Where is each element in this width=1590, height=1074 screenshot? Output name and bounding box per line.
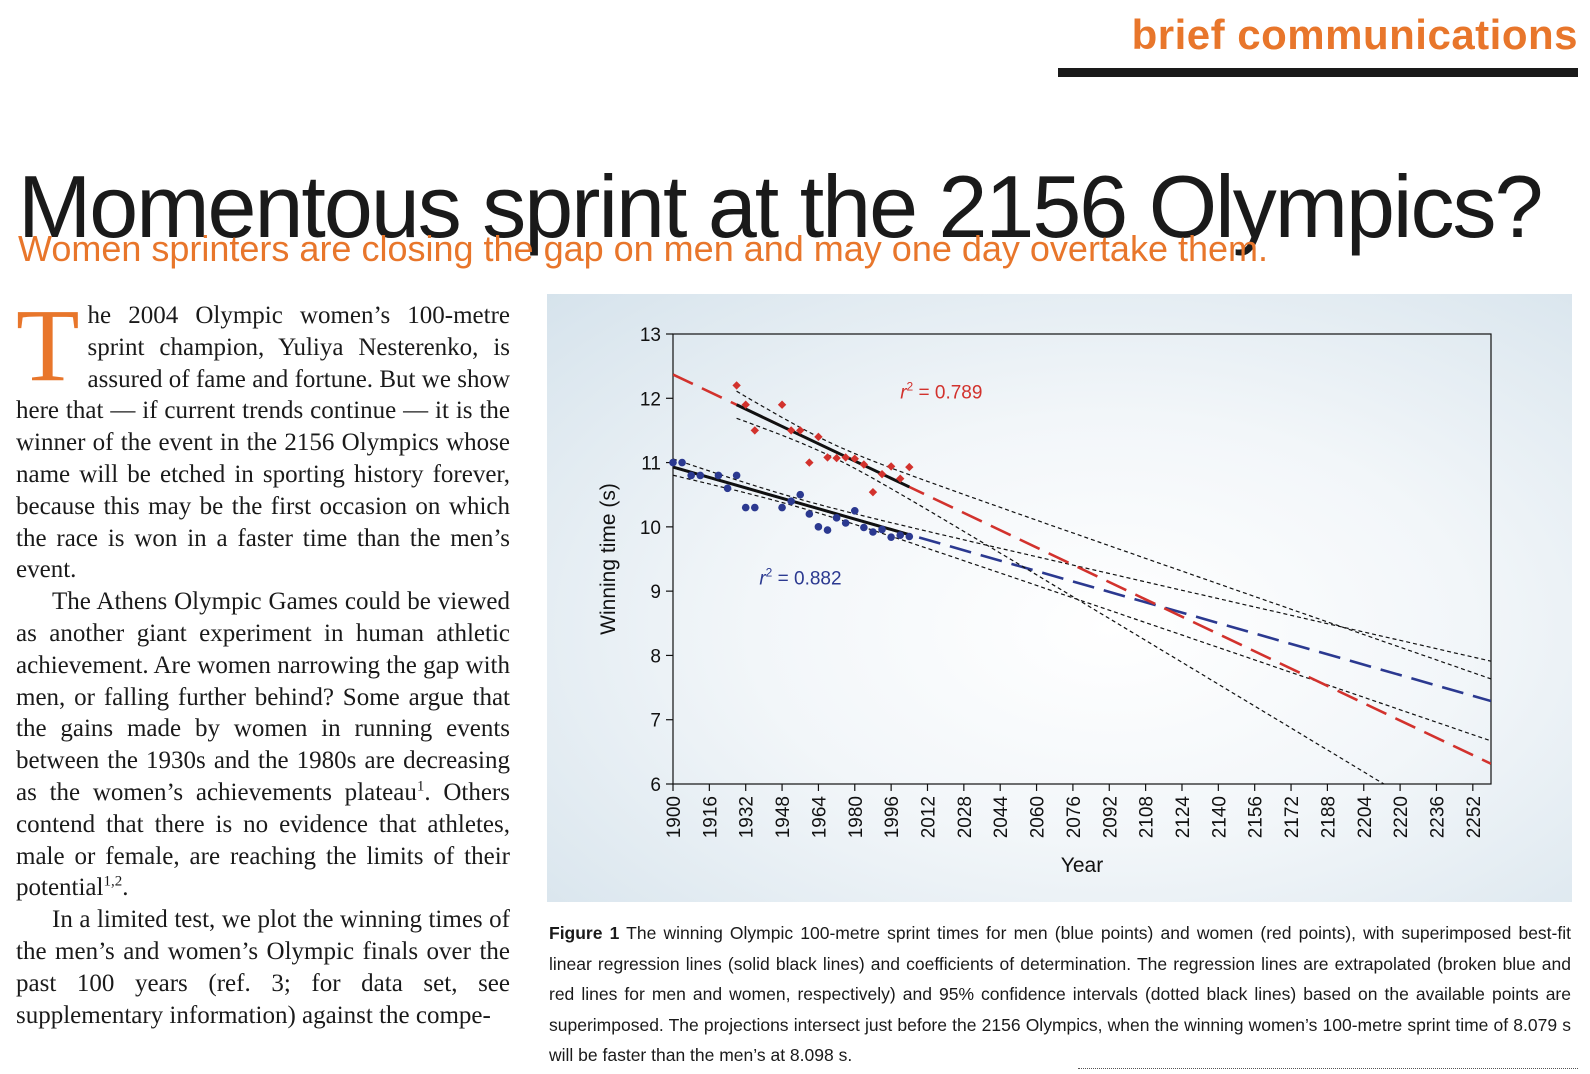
y-tick-label: 10 <box>640 518 661 539</box>
men-data-point <box>696 471 705 480</box>
x-tick-label: 1964 <box>809 796 830 839</box>
men-data-point <box>860 523 868 532</box>
y-tick-label: 9 <box>650 582 661 603</box>
x-tick-label: 2188 <box>1318 796 1339 838</box>
women-data-point <box>886 462 896 471</box>
section-rule <box>1058 68 1578 77</box>
plot-frame <box>672 333 1492 785</box>
article-subtitle: Women sprinters are closing the gap on m… <box>18 228 1269 269</box>
reference-marker: 1,2 <box>103 874 123 891</box>
men-data-point <box>714 471 723 480</box>
men-data-point <box>841 519 850 527</box>
men-data-point <box>896 531 905 540</box>
women-confidence-line <box>736 390 1491 680</box>
x-tick-label: 1916 <box>700 796 721 838</box>
y-axis-label: Winning time (s) <box>597 483 620 635</box>
paragraph-2-text: The Athens Olympic Games could be viewed… <box>16 588 510 806</box>
caption-text: The winning Olympic 100-metre sprint tim… <box>549 923 1571 1065</box>
paragraph-2-text-b: . Others contend that there is no eviden… <box>16 778 510 902</box>
y-tick-label: 12 <box>640 389 661 410</box>
women-data-point <box>814 432 823 442</box>
drop-cap: T <box>16 300 80 403</box>
men-data-point <box>814 523 823 531</box>
x-tick-label: 1996 <box>882 796 903 838</box>
men-data-point <box>869 528 877 536</box>
men-r2-label: r2 = 0.882 <box>759 566 841 590</box>
x-tick-label: 2076 <box>1064 796 1085 838</box>
y-tick-label: 8 <box>650 646 661 667</box>
women-data-point <box>877 469 887 479</box>
men-data-point <box>723 484 732 493</box>
x-tick-label: 2156 <box>1246 796 1267 838</box>
y-tick-label: 11 <box>641 454 661 475</box>
sprint-chart: 6 7 8 9 10 11 12 13 1900 1916 1932 1948 1964 1980 1996… <box>597 325 1492 877</box>
men-data-point <box>678 458 686 467</box>
x-axis-label: Year <box>1061 854 1103 877</box>
men-data-point <box>787 497 795 505</box>
x-tick-label: 1932 <box>737 796 758 838</box>
paragraph-2: The Athens Olympic Games could be viewed… <box>16 586 510 904</box>
women-data-point <box>786 426 796 435</box>
women-extrapolated-line <box>673 373 1491 765</box>
men-data-point <box>887 533 895 541</box>
men-data-point <box>669 458 677 467</box>
men-confidence-line <box>673 474 1491 742</box>
women-data-point <box>868 487 878 497</box>
paragraph-3: In a limited test, we plot the winning t… <box>16 906 510 1029</box>
men-data-point <box>741 503 750 512</box>
women-data-point <box>832 453 841 463</box>
men-data-point <box>823 526 832 534</box>
figure-caption: Figure 1 The winning Olympic 100-metre s… <box>549 918 1571 1071</box>
x-tick-label: 2236 <box>1427 796 1448 838</box>
men-data-point <box>687 471 695 480</box>
reference-marker: 1 <box>416 778 425 795</box>
women-data-point <box>777 400 787 409</box>
x-tick-label: 1948 <box>773 796 794 838</box>
figure-panel: 6 7 8 9 10 11 12 13 1900 1916 1932 1948 1964 1980 1996… <box>547 294 1572 902</box>
men-data-point <box>805 510 814 518</box>
men-data-point <box>778 503 786 512</box>
women-data-point <box>823 453 832 462</box>
women-data-point <box>905 462 914 472</box>
x-tick-label: 2140 <box>1209 796 1230 838</box>
women-data-point <box>805 458 814 467</box>
x-tick-label: 1900 <box>664 796 685 838</box>
women-confidence-line <box>736 417 1386 784</box>
x-tick-label: 2092 <box>1100 796 1121 838</box>
x-tick-label: 2124 <box>1173 796 1194 839</box>
x-tick-label: 2204 <box>1355 796 1376 839</box>
women-data-point <box>750 426 759 435</box>
x-tick-label: 2060 <box>1028 796 1049 838</box>
women-r2-label: r2 = 0.789 <box>900 379 982 403</box>
x-tick-label: 2172 <box>1282 796 1303 838</box>
men-data-point <box>878 525 886 534</box>
y-tick-label: 7 <box>650 711 661 732</box>
men-data-point <box>905 532 914 541</box>
article-title: Momentous sprint at the 2156 Olympics? <box>18 156 1543 256</box>
men-data-point <box>796 490 805 499</box>
section-label: brief communications <box>1131 11 1578 58</box>
x-tick-label: 1980 <box>846 796 867 838</box>
y-tick-label: 6 <box>650 775 661 796</box>
men-data-point <box>732 471 741 480</box>
men-confidence-line <box>673 458 1491 662</box>
caption-label: Figure 1 <box>549 923 620 943</box>
x-tick-label: 2012 <box>918 796 939 838</box>
x-tick-label: 2028 <box>955 796 976 838</box>
men-data-point <box>850 506 859 515</box>
x-tick-label: 2220 <box>1391 796 1412 838</box>
x-tick-label: 2108 <box>1137 796 1158 838</box>
paragraph-1-text: he 2004 Olympic women’s 100-metre sprint… <box>16 302 510 584</box>
x-tick-label: 2044 <box>991 796 1012 839</box>
women-data-point <box>732 381 741 390</box>
men-data-point <box>751 503 759 512</box>
footer-rule <box>1078 1068 1578 1069</box>
paragraph-2-end: . <box>122 874 129 902</box>
men-data-point <box>832 514 841 522</box>
y-tick-label: 13 <box>640 325 661 346</box>
x-tick-label: 2252 <box>1464 796 1485 838</box>
